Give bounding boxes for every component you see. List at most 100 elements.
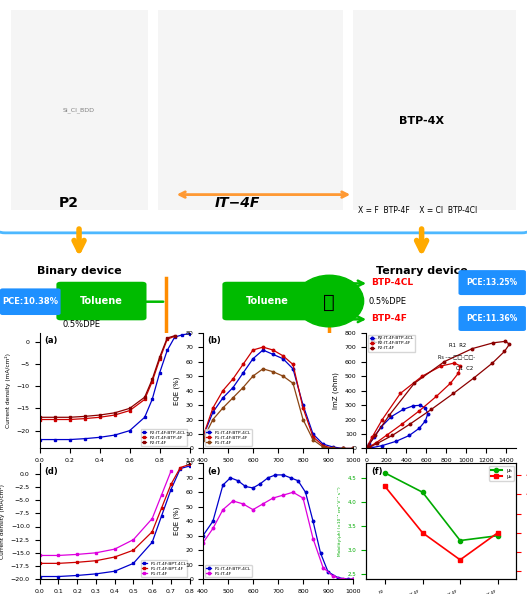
- P2:IT-4F:BTP-4F: [455, 369, 462, 377]
- P2:IT-4F: [441, 358, 447, 365]
- P1:IT-4F:BPT-4CL: [168, 486, 174, 493]
- P2:IT-4F:BTP-4CL: [112, 431, 118, 438]
- Bar: [353, 10, 516, 210]
- P1:IT-4F: [340, 445, 346, 452]
- P2:IT-4F: [489, 359, 495, 366]
- Y-axis label: EQE (%): EQE (%): [173, 507, 180, 535]
- P2:IT-4F:BTP-4CL: [149, 396, 155, 403]
- P2:IT-4F:BTP-4F: [438, 362, 445, 369]
- P1:IT-4F: [340, 576, 346, 583]
- Text: (e): (e): [208, 467, 221, 476]
- P2:IT-4F:BTP-4F: [96, 413, 103, 421]
- P1:IT-4F:BTP-4CL: [270, 351, 276, 358]
- P1:IT-4F:BPT-4CL: [36, 573, 43, 580]
- Text: (c): (c): [369, 336, 382, 345]
- FancyBboxPatch shape: [458, 306, 526, 331]
- P2:IT-4F:BTP-4CL: [172, 333, 178, 340]
- P1:IT-4F:BTP-4F: [300, 405, 306, 412]
- P1:IT-4F: [260, 365, 266, 372]
- P2:IT-4F:BTP-4CL: [416, 425, 423, 432]
- Line: μₑ: μₑ: [383, 484, 500, 562]
- Legend: P1:IT-4F:BTP-4CL, P1:IT-4F:BTP-4F, P1:IT-4F: P1:IT-4F:BTP-4CL, P1:IT-4F:BTP-4F, P1:IT…: [205, 429, 252, 446]
- P1:IT-4F:BTP-4F: [320, 442, 326, 449]
- P1:IT-4F:BTP-4CL: [340, 445, 346, 452]
- Text: (a): (a): [44, 336, 57, 345]
- P2:IT-4F: [386, 412, 393, 419]
- Line: μₕ: μₕ: [383, 471, 500, 543]
- P2:IT-4F: [96, 412, 103, 419]
- P1:IT-4F:BPT-4F: [36, 560, 43, 567]
- P2:IT-4F: [36, 413, 43, 421]
- P1:IT-4F:BTP-4F: [210, 405, 216, 412]
- μₑ: [494, 529, 501, 536]
- P2:IT-4F: [471, 374, 477, 381]
- P1:IT-4F: [290, 380, 296, 387]
- P2:IT-4F:BTP-4CL: [422, 418, 428, 425]
- Line: P2:IT-4F: P2:IT-4F: [365, 340, 511, 450]
- Line: P2:IT-4F:BTP-4CL: P2:IT-4F:BTP-4CL: [38, 332, 191, 441]
- Text: C1  C2: C1 C2: [456, 366, 474, 371]
- P1:IT-4F:BTP-4CL: [250, 484, 256, 491]
- P2:IT-4F:BTP-4F: [384, 431, 391, 438]
- P1:IT-4F: [280, 492, 286, 499]
- P1:IT-4F:BTP-4CL: [295, 477, 301, 484]
- Text: 👍: 👍: [324, 293, 335, 312]
- P2:IT-4F:BTP-4CL: [157, 369, 163, 377]
- Legend: μₕ, μₑ: μₕ, μₑ: [489, 466, 514, 481]
- P1:IT-4F:BPT-4CL: [149, 539, 155, 546]
- P1:IT-4F:BPT-4F: [159, 504, 165, 511]
- P2:IT-4F:BTP-4CL: [51, 436, 58, 443]
- P1:IT-4F:BTP-4CL: [235, 477, 241, 484]
- P2:IT-4F: [450, 390, 456, 397]
- P2:IT-4F:BTP-4CL: [187, 330, 193, 337]
- Text: Ternary device: Ternary device: [376, 266, 467, 276]
- P1:IT-4F:BTP-4CL: [310, 431, 316, 438]
- Y-axis label: EQE (%): EQE (%): [173, 377, 180, 405]
- P2:IT-4F: [149, 376, 155, 383]
- P1:IT-4F:BTP-4CL: [265, 474, 271, 481]
- P1:IT-4F: [210, 416, 216, 423]
- P2:IT-4F: [411, 380, 417, 387]
- P1:IT-4F:BPT-4F: [112, 554, 118, 561]
- P1:IT-4F:BTP-4CL: [227, 474, 233, 481]
- P2:IT-4F: [164, 334, 170, 342]
- P2:IT-4F: [501, 348, 508, 355]
- Y-axis label: Current density (mA/cm²): Current density (mA/cm²): [5, 353, 11, 428]
- P2:IT-4F: [172, 332, 178, 339]
- Y-axis label: Current density (mA/cm²): Current density (mA/cm²): [0, 484, 5, 559]
- Line: P1:IT-4F: P1:IT-4F: [202, 368, 354, 450]
- Text: P2: P2: [58, 195, 79, 210]
- P1:IT-4F: [168, 467, 174, 475]
- P1:IT-4F:BPT-4F: [187, 461, 193, 468]
- P1:IT-4F:BTP-4CL: [325, 568, 331, 576]
- P1:IT-4F:BTP-4CL: [317, 549, 324, 557]
- P2:IT-4F: [374, 440, 380, 447]
- P2:IT-4F:BTP-4F: [363, 445, 369, 452]
- P1:IT-4F:BTP-4F: [310, 434, 316, 441]
- P1:IT-4F: [149, 515, 155, 522]
- P2:IT-4F: [469, 345, 475, 352]
- P2:IT-4F: [428, 406, 435, 413]
- Text: PCE:10.38%: PCE:10.38%: [3, 297, 58, 306]
- P1:IT-4F:BTP-4CL: [250, 355, 256, 362]
- P1:IT-4F:BTP-4CL: [200, 532, 206, 539]
- Text: Toluene: Toluene: [246, 296, 289, 306]
- P2:IT-4F:BTP-4CL: [422, 405, 428, 412]
- P2:IT-4F:BTP-4F: [366, 443, 373, 450]
- P1:IT-4F: [250, 372, 256, 380]
- P1:IT-4F:BTP-4CL: [240, 369, 246, 377]
- P2:IT-4F:BTP-4F: [126, 407, 133, 414]
- P2:IT-4F:BTP-4F: [157, 356, 163, 363]
- Legend: P1:IT-4F:BPT-4CL, P1:IT-4F:BPT-4F, P1:IT-4F: P1:IT-4F:BPT-4CL, P1:IT-4F:BPT-4F, P1:IT…: [141, 560, 188, 577]
- P1:IT-4F:BTP-4CL: [280, 355, 286, 362]
- Line: P1:IT-4F: P1:IT-4F: [202, 491, 354, 580]
- P1:IT-4F: [230, 394, 236, 402]
- P1:IT-4F:BPT-4F: [130, 546, 136, 554]
- P1:IT-4F:BTP-4CL: [280, 472, 286, 479]
- P2:IT-4F: [506, 341, 513, 348]
- P1:IT-4F:BTP-4CL: [320, 441, 326, 448]
- P1:IT-4F:BTP-4F: [340, 445, 346, 452]
- P1:IT-4F:BTP-4F: [200, 434, 206, 441]
- Legend: P1:IT-4F:BTP-4CL, P1:IT-4F: P1:IT-4F:BTP-4CL, P1:IT-4F: [205, 565, 252, 577]
- P1:IT-4F:BTP-4CL: [287, 474, 294, 481]
